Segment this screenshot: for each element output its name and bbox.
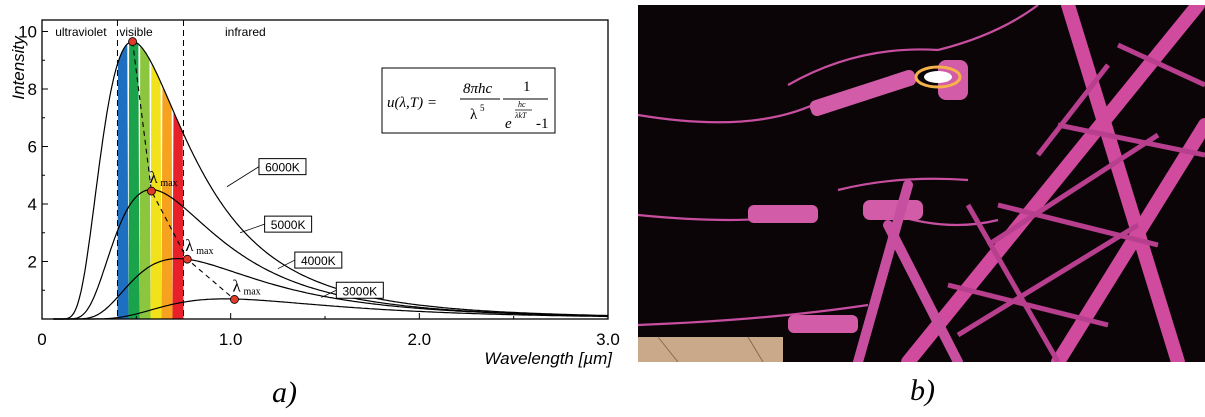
spectrum-band: [172, 111, 184, 319]
series-leader: [277, 259, 295, 270]
formula-box: [381, 67, 556, 134]
series-label-6000K: 6000K: [265, 161, 300, 175]
series-labels: 6000K 5000K 4000K 3000K: [226, 158, 384, 299]
lambda-max-subscript: max: [243, 286, 260, 297]
series-leader: [239, 223, 265, 234]
series-label-box: [335, 281, 384, 299]
y-tick-label: 4: [28, 195, 37, 214]
region-dividers: ultraviolet visible infrared: [55, 20, 266, 319]
formula-num2: 1: [523, 79, 531, 95]
formula-lhs: u(λ,T) =: [387, 95, 437, 111]
curve-4000K: [53, 258, 609, 320]
lambda-max-subscript: max: [196, 246, 213, 257]
region-label-visible: visible: [119, 25, 153, 39]
blackbody-curves: [53, 40, 609, 320]
wien-point: [147, 186, 156, 196]
lambda-max-subscript: max: [160, 178, 177, 189]
spectrum-band: [117, 43, 129, 320]
hot-spot: [924, 71, 952, 83]
y-tick-label: 6: [28, 138, 37, 157]
panel-b-label: b): [910, 374, 935, 407]
lambda-max-label: λ: [232, 276, 241, 295]
formula-exp-den: λkT: [514, 111, 527, 120]
region-label-ultraviolet: ultraviolet: [55, 25, 107, 39]
visible-photo-strip: [638, 337, 783, 362]
formula-denominator: λ: [470, 107, 478, 123]
planck-formula: u(λ,T) = 8πhc λ 5 1 e hc λkT -1: [381, 67, 556, 134]
wien-line: [132, 41, 235, 300]
visible-spectrum-bands: [117, 41, 184, 320]
peak-point: [128, 37, 137, 46]
thermal-image: [638, 5, 1205, 362]
y-tick-label: 8: [28, 80, 37, 99]
spectrum-band: [150, 62, 162, 320]
wien-point: [182, 254, 192, 264]
thermal-power-line-illustration: [638, 5, 1205, 362]
y-tick-label: 2: [28, 253, 37, 272]
panel-a-label: a): [272, 376, 297, 409]
spectrum-band: [161, 86, 173, 319]
curve-3000K: [53, 298, 608, 320]
x-tick-label: 0: [37, 330, 46, 349]
series-label-box: [294, 251, 343, 269]
y-axis-label: Intensity: [9, 35, 28, 100]
series-label-box: [258, 158, 307, 176]
lambda-max-label: λ: [185, 236, 194, 255]
formula-exp-base: e: [505, 116, 512, 132]
x-tick-label: 3.0: [596, 330, 620, 349]
axis-ticks: 0 1.0 2.0 3.0 2 4 6 8 10: [18, 23, 620, 350]
lambda-max-label: λ: [149, 168, 158, 187]
formula-denominator-exp: 5: [480, 103, 485, 113]
curve-6000K: [53, 40, 608, 320]
series-label-4000K: 4000K: [301, 254, 336, 268]
formula-minus-one: -1: [536, 116, 549, 132]
series-leader: [321, 289, 337, 298]
x-axis-label: Wavelength [µm]: [484, 349, 613, 368]
formula-exp-num: hc: [518, 100, 526, 109]
wien-point: [230, 295, 239, 304]
series-label-box: [264, 215, 313, 233]
formula-numerator: 8πhc: [463, 81, 493, 97]
series-label-5000K: 5000K: [271, 218, 306, 232]
x-tick-label: 1.0: [219, 330, 243, 349]
x-tick-label: 2.0: [408, 330, 432, 349]
series-leader: [226, 166, 260, 188]
series-label-3000K: 3000K: [342, 284, 377, 298]
region-label-infrared: infrared: [225, 25, 266, 39]
spectrum-band: [128, 41, 140, 319]
y-tick-label: 10: [18, 23, 37, 42]
